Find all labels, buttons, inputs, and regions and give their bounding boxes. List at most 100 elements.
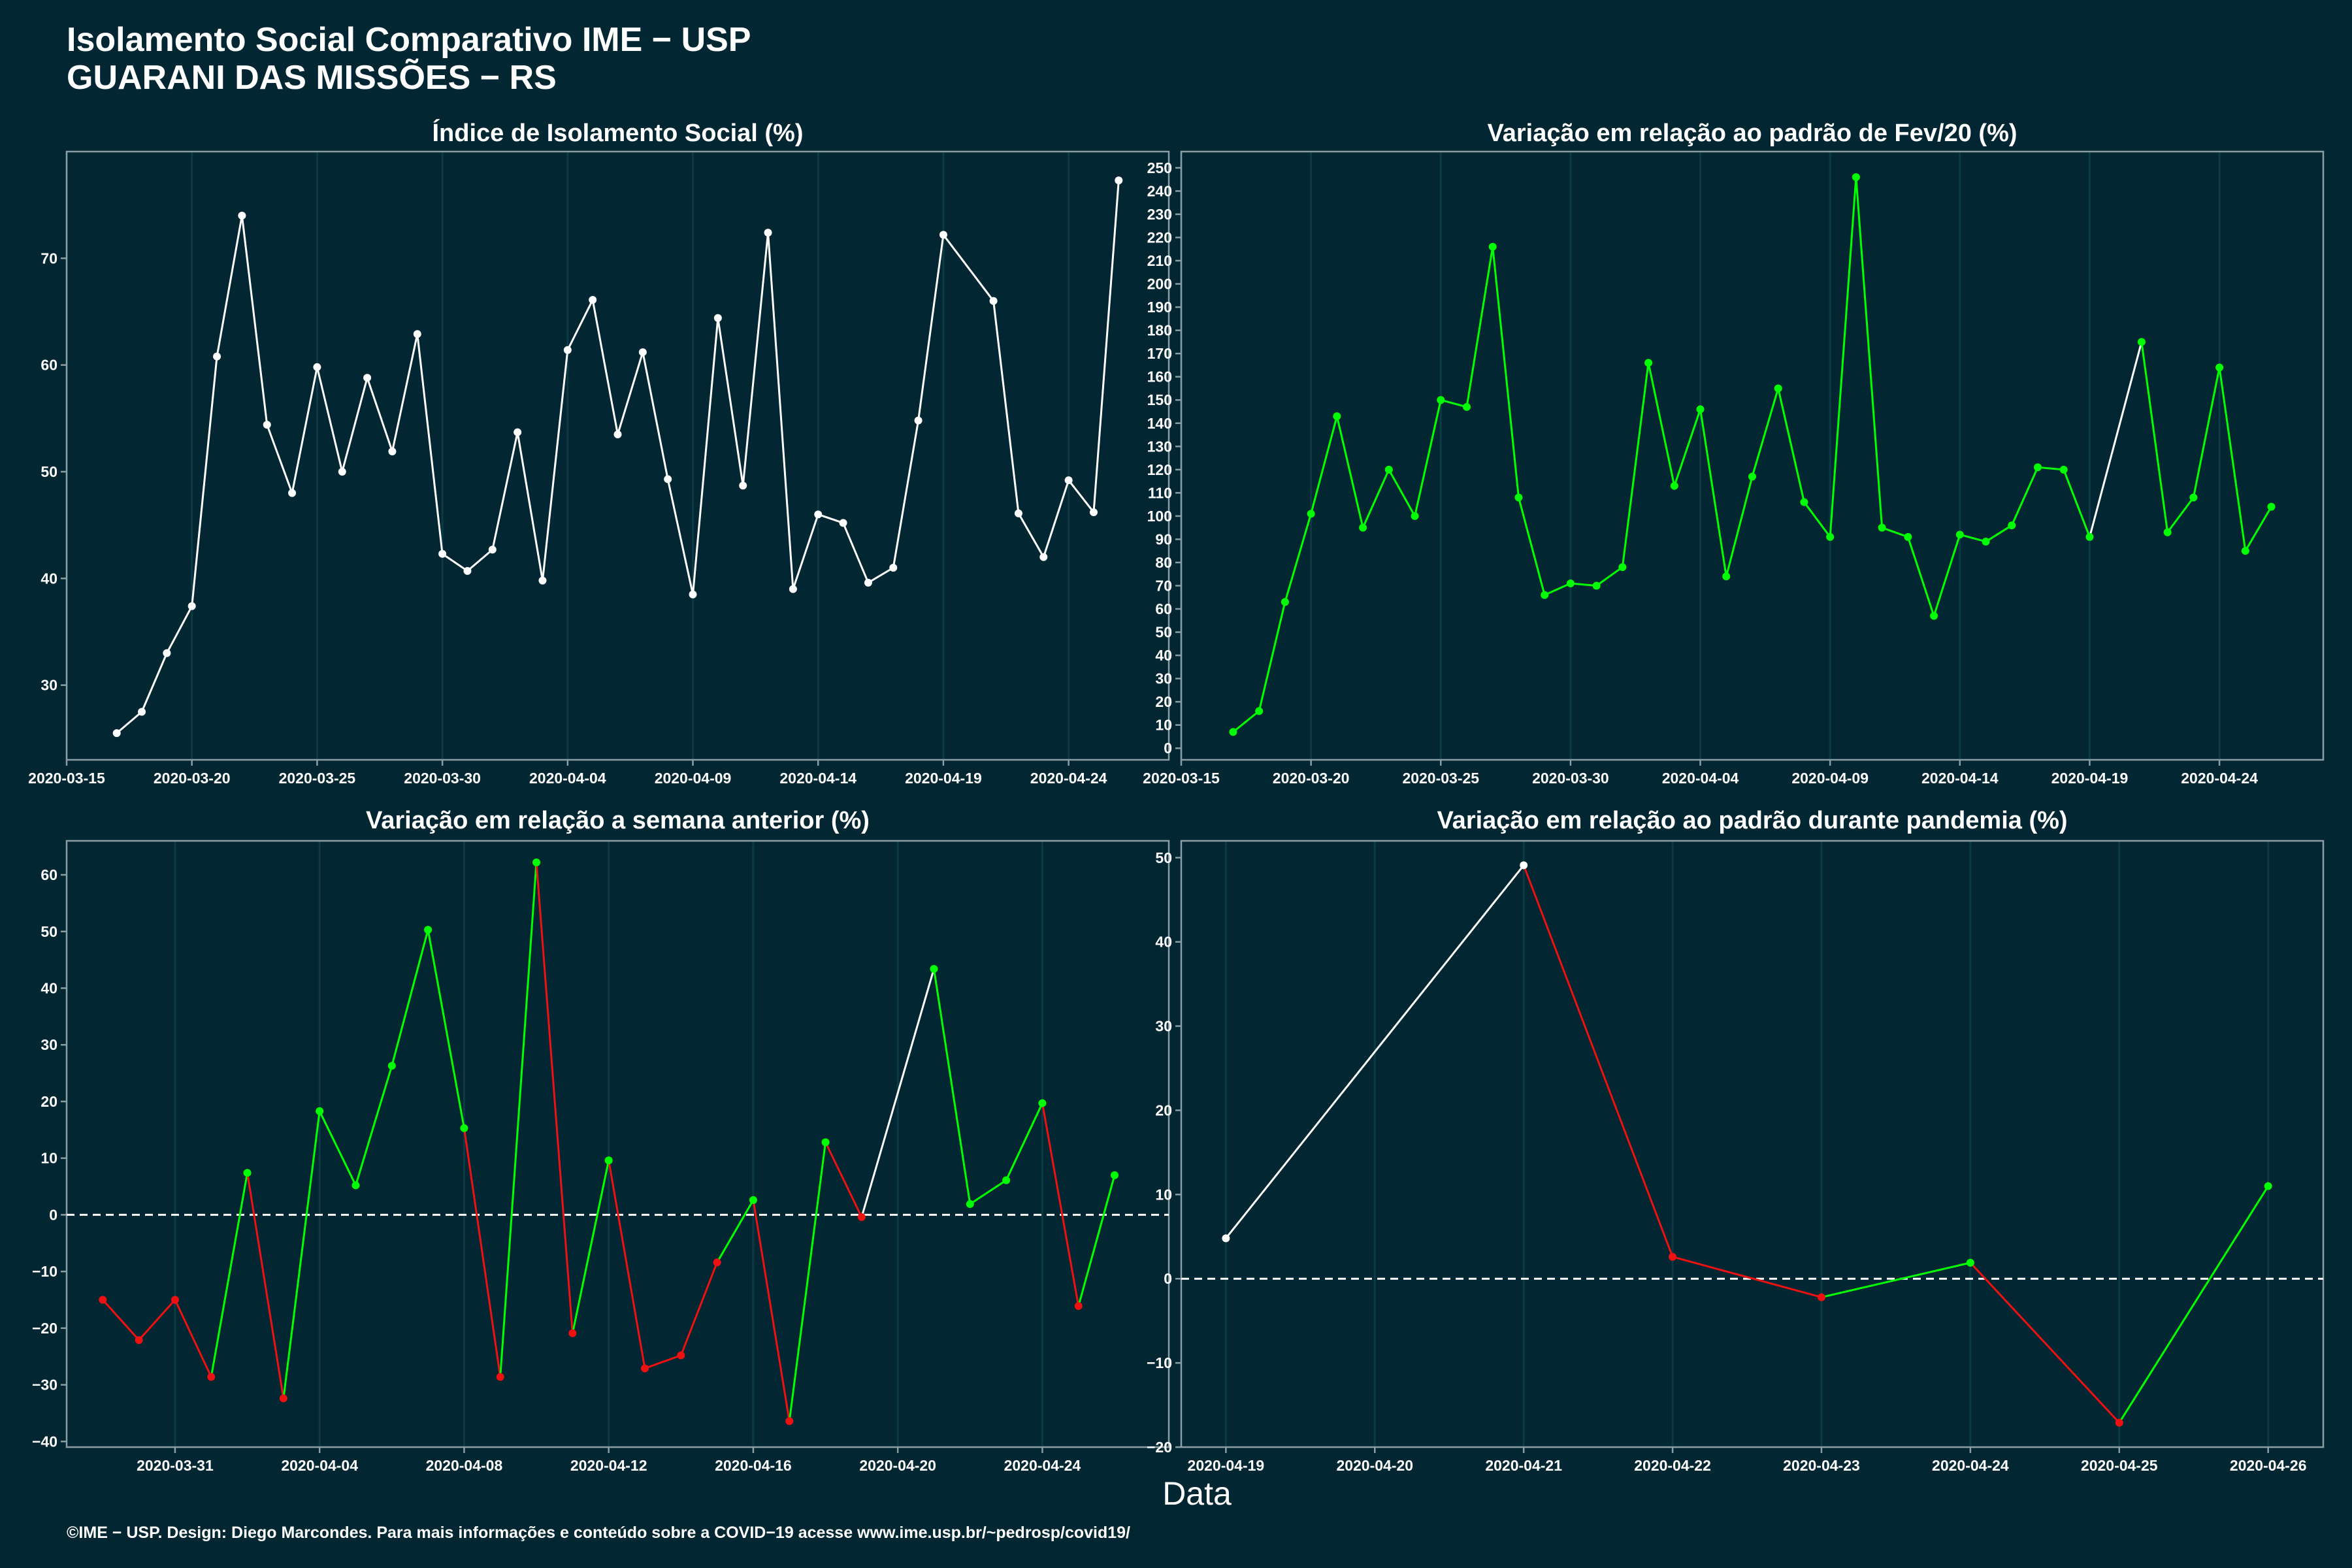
- data-point: [2189, 493, 2198, 502]
- series-segment: [1388, 469, 1416, 517]
- data-point: [1014, 509, 1022, 517]
- series-segment: [1225, 864, 1525, 1239]
- series-segment: [1258, 602, 1286, 711]
- y-tick-label: 0: [49, 1206, 57, 1223]
- y-tick-label: 50: [1155, 849, 1172, 866]
- x-tick-label: 2020-03-30: [1532, 770, 1609, 787]
- y-tick-label: 130: [1147, 438, 1172, 455]
- y-tick-label: 50: [41, 923, 57, 940]
- series-segment: [140, 653, 168, 713]
- series-segment: [817, 513, 844, 524]
- series-segment: [1855, 176, 1884, 528]
- series-segment: [240, 215, 269, 425]
- y-tick-label: 0: [1164, 1270, 1172, 1287]
- series-segment: [2063, 469, 2091, 538]
- page-title-line2: GUARANI DAS MISSÕES − RS: [67, 58, 557, 97]
- series-segment: [992, 301, 1020, 514]
- y-tick-label: 10: [1155, 1186, 1172, 1203]
- series-segment: [1933, 534, 1961, 617]
- y-tick-label: 210: [1147, 252, 1172, 269]
- page-title-line1: Isolamento Social Comparativo IME − USP: [67, 21, 751, 59]
- series-segment: [391, 333, 419, 452]
- data-point: [1748, 472, 1756, 481]
- plot-frame: [1180, 840, 2325, 1448]
- data-point: [1514, 493, 1523, 502]
- y-tick-label: 170: [1147, 345, 1172, 362]
- x-tick-label: 2020-04-22: [1634, 1457, 1711, 1474]
- x-tick-label: 2020-04-23: [1783, 1457, 1860, 1474]
- series-segment: [1465, 246, 1494, 408]
- series-segment: [463, 1128, 502, 1377]
- series-segment: [1232, 710, 1260, 733]
- y-tick-label: 70: [41, 250, 57, 267]
- data-point: [279, 1394, 287, 1403]
- panel-2: Variação em relação ao padrão de Fev/20 …: [1143, 120, 2325, 787]
- series-segment: [1829, 176, 1857, 537]
- data-point: [1644, 359, 1653, 367]
- x-tick-label: 2020-04-19: [1188, 1457, 1265, 1474]
- data-point: [351, 1181, 360, 1190]
- x-tick-label: 2020-04-04: [1662, 770, 1739, 787]
- data-point: [1255, 707, 1264, 715]
- data-point: [135, 1336, 143, 1345]
- y-tick-label: 40: [1155, 934, 1172, 951]
- data-point: [1089, 508, 1098, 517]
- series-segment: [2118, 1185, 2269, 1424]
- y-tick-label: 50: [41, 463, 57, 480]
- data-point: [138, 708, 146, 716]
- data-point: [1817, 1293, 1825, 1301]
- y-tick-label: 140: [1147, 415, 1172, 432]
- series-segment: [716, 1200, 755, 1264]
- data-point: [1826, 532, 1835, 541]
- series-segment: [166, 606, 193, 654]
- data-point: [413, 330, 421, 338]
- data-point: [288, 489, 297, 497]
- panel-title: Variação em relação a semana anterior (%…: [366, 807, 870, 834]
- y-tick-label: 30: [1155, 1018, 1172, 1035]
- series-segment: [1647, 363, 1676, 487]
- y-tick-label: −30: [32, 1377, 57, 1394]
- data-point: [1384, 465, 1393, 474]
- x-tick-label: 2020-04-19: [2051, 770, 2129, 787]
- y-tick-label: 150: [1147, 391, 1172, 408]
- data-point: [1488, 242, 1497, 251]
- series-segment: [1777, 388, 1805, 502]
- series-segment: [2166, 497, 2195, 533]
- data-point: [1520, 861, 1528, 870]
- series-segment: [1673, 408, 1701, 487]
- data-point: [1696, 405, 1705, 414]
- data-point: [1307, 510, 1315, 518]
- y-tick-label: 220: [1147, 229, 1172, 246]
- series-segment: [416, 334, 444, 554]
- series-segment: [1017, 512, 1045, 558]
- data-point: [2241, 547, 2249, 555]
- data-point: [939, 231, 947, 239]
- data-point: [785, 1417, 794, 1426]
- data-point: [2115, 1418, 2123, 1427]
- data-point: [463, 566, 472, 575]
- data-point: [2059, 465, 2068, 474]
- panel-title: Variação em relação ao padrão de Fev/20 …: [1487, 120, 2017, 147]
- y-tick-label: 160: [1147, 368, 1172, 385]
- data-point: [1955, 531, 1964, 539]
- y-tick-label: −40: [32, 1433, 57, 1450]
- series-segment: [2192, 367, 2221, 498]
- x-tick-label: 2020-04-19: [905, 770, 982, 787]
- data-point: [514, 428, 522, 436]
- series-segment: [116, 711, 142, 734]
- data-point: [1281, 598, 1289, 606]
- series-segment: [391, 929, 429, 1066]
- data-point: [568, 1329, 577, 1337]
- y-tick-label: 60: [1155, 600, 1172, 617]
- series-segment: [767, 233, 794, 589]
- data-point: [857, 1213, 866, 1221]
- series-segment: [788, 1142, 827, 1422]
- series-segment: [932, 968, 972, 1205]
- data-point: [263, 421, 271, 429]
- x-tick-label: 2020-04-04: [281, 1457, 358, 1474]
- x-tick-label: 2020-04-20: [859, 1457, 936, 1474]
- data-point: [313, 363, 321, 371]
- x-tick-label: 2020-04-25: [2081, 1457, 2158, 1474]
